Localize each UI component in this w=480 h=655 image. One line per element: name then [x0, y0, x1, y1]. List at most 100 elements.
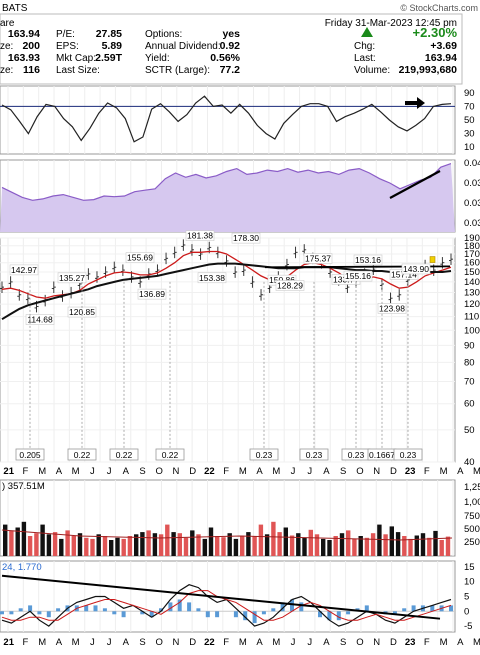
volume-bar: [190, 530, 195, 557]
volume-bar: [3, 524, 8, 556]
moving-average-long: [1, 262, 452, 321]
x-tick-label: J: [107, 466, 112, 477]
y-tick-label: 190: [464, 233, 480, 244]
price-annotation: 153.16: [355, 255, 381, 265]
dividend-box: [299, 448, 329, 461]
annotation-box: [9, 264, 39, 276]
panel-frame: [0, 560, 456, 633]
x-tick-label: O: [356, 637, 363, 648]
x-tick-label: F: [223, 637, 229, 648]
title-fragment: are: [0, 18, 15, 29]
stat-label: ze:: [0, 65, 13, 76]
histogram-bar: [364, 605, 369, 612]
volume-average-line: [1, 529, 453, 541]
histogram-bar: [102, 608, 107, 612]
x-tick-label: A: [457, 637, 464, 648]
y-tick-label: 90: [464, 88, 475, 99]
volume-bar: [177, 533, 182, 556]
volume-bar: [183, 537, 189, 556]
x-tick-label: F: [424, 637, 430, 648]
stat-value: 77.2: [220, 64, 241, 76]
price-annotation: 120.85: [69, 307, 95, 317]
stat-label: Chg:: [354, 41, 375, 52]
x-tick-label: A: [323, 466, 330, 477]
y-tick-label: 0.03: [464, 198, 480, 209]
volume-bar: [283, 527, 288, 556]
stat-label: Volume:: [354, 65, 390, 76]
stat-value: yes: [222, 28, 240, 40]
volume-bar: [271, 521, 276, 556]
y-tick-label: 500: [464, 524, 480, 535]
price-annotation: 143.90: [403, 264, 429, 274]
x-tick-label: N: [173, 466, 180, 477]
volume-bar: [152, 533, 158, 556]
histogram-bar: [28, 605, 33, 612]
annotation-box: [343, 270, 373, 282]
volume-bar: [370, 533, 376, 556]
y-tick-label: 0.03: [464, 218, 480, 229]
y-tick-label: 250: [464, 537, 480, 548]
volume-bar: [202, 538, 207, 556]
x-tick-label: M: [239, 466, 247, 477]
price-annotation: 135.27: [59, 273, 85, 283]
x-tick-label: M: [473, 466, 480, 477]
volume-bar: [339, 533, 345, 556]
volume-bar: [352, 538, 357, 556]
stat-label: Last Size:: [56, 65, 100, 76]
annotation-box: [137, 288, 167, 300]
y-tick-label: 140: [464, 277, 480, 288]
annotation-box: [185, 230, 215, 241]
histogram-bar: [196, 608, 201, 612]
stat-label: EPS:: [56, 41, 79, 52]
volume-bar: [308, 529, 313, 556]
x-tick-label: N: [373, 637, 380, 648]
volume-bar: [408, 538, 413, 556]
volume-bar: [296, 533, 301, 556]
x-tick-label: A: [56, 637, 63, 648]
y-tick-label: 1,00: [464, 497, 480, 508]
rs-area: [0, 163, 455, 232]
histogram-bar: [140, 611, 145, 615]
arrow-right-icon: [405, 97, 425, 109]
trendline: [389, 170, 441, 199]
x-tick-label: S: [340, 637, 346, 648]
x-tick-label: J: [90, 637, 95, 648]
annotation-box: [401, 263, 431, 275]
y-tick-label: 10: [464, 142, 475, 153]
volume-bar: [40, 524, 45, 556]
last-price-marker: [429, 256, 436, 263]
macd-panel: 24, 1.770151050-5D21FMAMJJASOND22FMAMJJA…: [0, 560, 480, 648]
x-tick-label: F: [424, 466, 430, 477]
dividend-box: [393, 448, 423, 461]
y-tick-label: 90: [464, 340, 475, 351]
x-tick-label: A: [323, 637, 330, 648]
stat-label: ze:: [0, 41, 13, 52]
x-tick-label: S: [139, 637, 145, 648]
y-tick-label: 70: [464, 377, 475, 388]
dividend-label: 0.23: [306, 450, 323, 460]
price-annotation: 155.16: [345, 271, 371, 281]
x-tick-label: J: [107, 637, 112, 648]
volume-bar: [165, 524, 170, 556]
x-tick-label: 23: [405, 637, 416, 648]
volume-bar: [59, 538, 64, 556]
stat-label: Yield:: [145, 53, 170, 64]
x-tick-label: S: [139, 466, 145, 477]
y-tick-label: 5: [464, 592, 469, 603]
volume-bar: [127, 536, 133, 556]
histogram-bar: [168, 602, 173, 612]
x-tick-label: J: [307, 466, 312, 477]
x-tick-label: 23: [405, 466, 416, 477]
volume-bar: [289, 535, 295, 556]
up-arrow-icon: [361, 27, 373, 37]
histogram-bar: [299, 602, 304, 612]
price-annotation: 136.89: [139, 289, 165, 299]
histogram-bar: [149, 611, 154, 618]
histogram-bar: [318, 611, 322, 618]
momentum-panel: 10 30 50 70 90: [0, 85, 475, 155]
stat-value: 200: [22, 40, 40, 52]
volume-bar: [27, 536, 33, 556]
volume-bar: [240, 535, 245, 556]
stat-label: P/E:: [56, 29, 75, 40]
